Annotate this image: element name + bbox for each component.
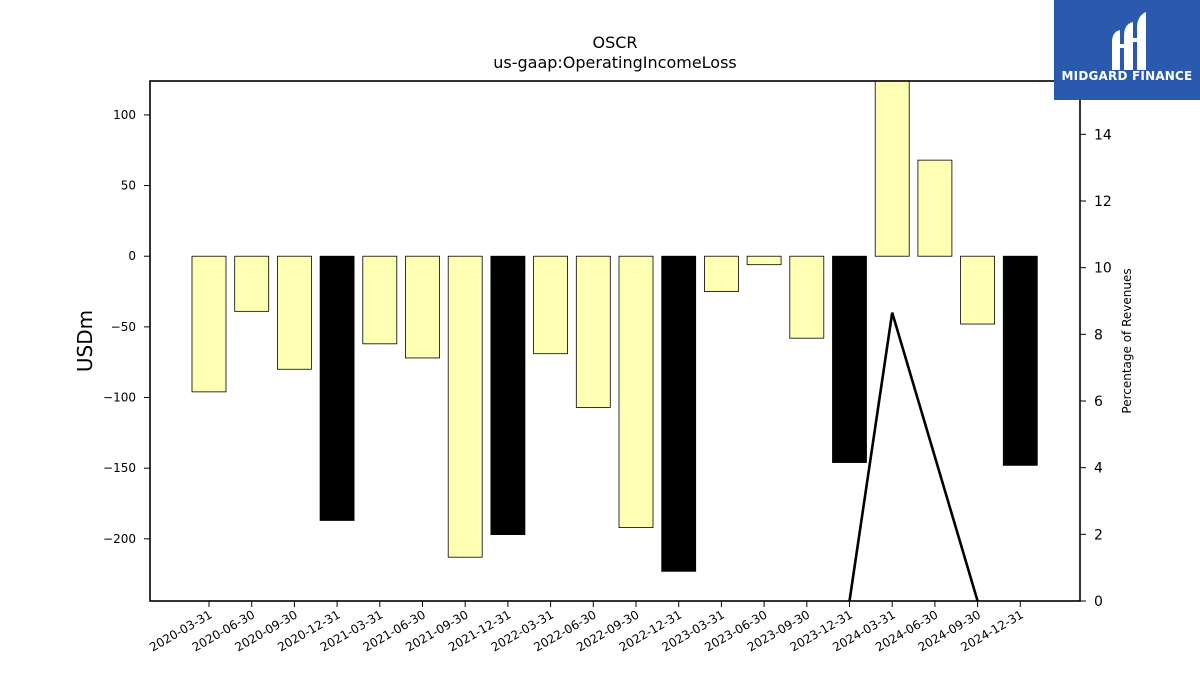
- percentage-line: [848, 312, 979, 602]
- bar-2020-06-30: [234, 255, 270, 312]
- y2-tick-label: 12: [1094, 194, 1112, 210]
- chart-title: OSCR: [592, 33, 637, 52]
- bar-2023-09-30: [789, 255, 825, 339]
- y2-tick-label: 14: [1094, 127, 1112, 143]
- y-tick-label: −100: [103, 391, 136, 405]
- bar-2021-06-30: [405, 255, 440, 359]
- bar-2020-03-31: [191, 255, 227, 393]
- bar-group: [191, 80, 1038, 572]
- y2-tick-label: 0: [1094, 594, 1103, 610]
- bar-2022-09-30: [618, 255, 654, 528]
- bar-2023-12-31: [832, 255, 867, 463]
- y-axis-ticks: 100 50 0 −50 −100 −150 −200: [103, 108, 150, 546]
- y2-axis-ticks: 0 2 4 6 8 10 12 14: [1080, 127, 1112, 610]
- y-tick-label: 0: [128, 249, 136, 263]
- line-group: [848, 312, 979, 602]
- chart-subtitle: us-gaap:OperatingIncomeLoss: [493, 53, 737, 72]
- bar-2021-12-31: [490, 255, 526, 535]
- y2-tick-label: 10: [1094, 261, 1112, 277]
- bar-2022-12-31: [661, 255, 697, 572]
- bar-2020-12-31: [319, 255, 355, 521]
- bar-2024-09-30: [960, 255, 995, 325]
- bar-2020-09-30: [276, 255, 312, 370]
- x-axis-ticks: 2020-03-312020-06-302020-09-302020-12-31…: [147, 601, 1026, 654]
- y-tick-label: −50: [111, 320, 136, 334]
- bar-2024-03-31: [874, 80, 910, 257]
- bar-2022-03-31: [533, 255, 568, 355]
- y2-tick-label: 8: [1094, 327, 1103, 343]
- bar-2023-06-30: [746, 255, 782, 266]
- y2-tick-label: 6: [1094, 394, 1103, 410]
- bar-2021-09-30: [447, 255, 483, 558]
- y-axis-label: USDm: [73, 310, 97, 372]
- y-tick-label: −150: [103, 461, 136, 475]
- bar-2024-06-30: [917, 159, 953, 257]
- y-tick-label: 50: [121, 179, 136, 193]
- y2-tick-label: 2: [1094, 527, 1103, 543]
- bar-2024-12-31: [1002, 255, 1038, 466]
- y2-axis-label: Percentage of Revenues: [1120, 268, 1134, 413]
- bar-2022-06-30: [575, 255, 611, 408]
- bar-2021-03-31: [362, 255, 398, 345]
- bar-2023-03-31: [704, 255, 739, 292]
- y-tick-label: 100: [113, 108, 136, 122]
- midgard-logo-icon: [1112, 12, 1146, 70]
- plot-frame: [149, 80, 1081, 602]
- brand-logo: MIDGARD FINANCE: [1054, 0, 1200, 100]
- logo-text: MIDGARD FINANCE: [1061, 69, 1193, 83]
- y2-tick-label: 4: [1094, 461, 1103, 477]
- y-tick-label: −200: [103, 532, 136, 546]
